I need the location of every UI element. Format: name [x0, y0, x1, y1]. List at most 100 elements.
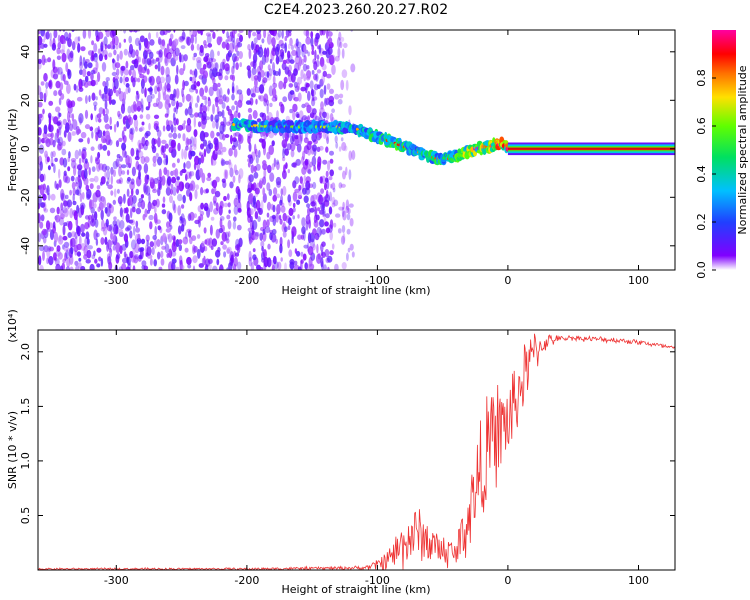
noise-dot — [183, 80, 189, 87]
noise-dot — [155, 31, 159, 38]
noise-dot — [281, 30, 284, 39]
noise-dot — [84, 75, 89, 83]
noise-dot — [43, 208, 49, 213]
noise-dot — [215, 176, 220, 183]
noise-dot — [157, 61, 161, 72]
noise-dot — [161, 139, 167, 145]
noise-dot — [338, 182, 343, 189]
noise-dot — [123, 75, 126, 86]
noise-dot — [117, 228, 124, 235]
noise-dot — [146, 174, 150, 180]
noise-dot — [50, 193, 56, 201]
noise-dot — [329, 24, 332, 28]
noise-dot — [203, 40, 207, 46]
noise-dot — [80, 265, 86, 270]
noise-dot — [345, 79, 349, 91]
noise-dot — [175, 88, 180, 99]
noise-dot — [75, 182, 79, 187]
noise-dot — [281, 139, 288, 149]
noise-dot — [50, 151, 54, 159]
noise-dot — [62, 224, 66, 236]
noise-dot — [125, 207, 129, 214]
noise-dot — [157, 101, 163, 109]
noise-dot — [135, 220, 139, 228]
noise-dot — [170, 188, 174, 195]
noise-dot — [280, 103, 285, 114]
noise-dot — [290, 44, 294, 51]
noise-dot — [152, 162, 157, 167]
noise-dot — [180, 45, 186, 50]
noise-dot — [250, 164, 255, 174]
noise-dot — [132, 247, 136, 259]
noise-dot — [261, 112, 267, 121]
noise-dot — [224, 75, 229, 81]
noise-dot — [262, 228, 266, 235]
noise-dot — [102, 108, 106, 116]
noise-dot — [208, 142, 214, 150]
noise-dot — [315, 32, 320, 40]
noise-dot — [86, 238, 90, 245]
noise-dot — [96, 232, 100, 238]
noise-dot — [164, 143, 169, 149]
noise-dot — [204, 85, 208, 93]
noise-dot — [281, 51, 285, 60]
noise-dot — [284, 130, 289, 142]
noise-dot — [174, 47, 180, 57]
noise-dot — [134, 37, 141, 47]
noise-dot — [285, 162, 288, 170]
noise-dot — [135, 227, 141, 233]
noise-dot — [263, 93, 269, 103]
noise-dot — [218, 98, 224, 105]
noise-dot — [292, 103, 298, 113]
noise-dot — [210, 58, 217, 63]
noise-dot — [211, 238, 218, 247]
noise-dot — [190, 180, 196, 192]
noise-dot — [326, 73, 332, 79]
noise-dot — [218, 68, 223, 77]
noise-dot — [320, 188, 325, 194]
noise-dot — [219, 216, 225, 221]
noise-dot — [217, 82, 221, 88]
noise-dot — [321, 228, 326, 235]
noise-dot — [72, 193, 75, 203]
noise-dot — [268, 68, 273, 77]
noise-dot — [54, 258, 60, 266]
noise-dot — [341, 206, 345, 218]
noise-dot — [199, 210, 205, 216]
noise-dot — [108, 248, 113, 253]
noise-dot — [262, 187, 266, 196]
x-tick-label: 0 — [504, 274, 511, 287]
noise-dot — [227, 109, 233, 116]
noise-dot — [136, 30, 141, 32]
noise-dot — [50, 156, 54, 167]
noise-dot — [176, 64, 179, 75]
noise-dot — [252, 86, 257, 95]
noise-dot — [193, 80, 197, 91]
noise-dot — [43, 72, 48, 82]
noise-dot — [90, 155, 93, 164]
snr-series-line — [38, 333, 675, 570]
noise-dot — [86, 188, 92, 199]
noise-dot — [195, 184, 199, 190]
noise-dot — [130, 219, 136, 226]
noise-dot — [57, 120, 63, 130]
noise-dot — [80, 46, 86, 52]
noise-dot — [196, 95, 200, 103]
noise-dot — [276, 110, 279, 120]
noise-dot — [54, 132, 58, 143]
noise-dot — [217, 141, 223, 151]
noise-dot — [100, 237, 105, 245]
noise-dot — [144, 156, 150, 164]
noise-dot — [118, 163, 123, 169]
noise-dot — [45, 81, 49, 89]
noise-dot — [290, 149, 295, 158]
noise-dot — [143, 163, 149, 174]
noise-dot — [340, 79, 345, 91]
noise-dot — [342, 201, 345, 210]
noise-dot — [84, 109, 89, 119]
noise-dot — [43, 201, 47, 212]
noise-dot — [145, 130, 151, 137]
noise-dot — [216, 258, 220, 266]
bottom-y-ticks: 0.5 1.0 1.5 2.0 — [19, 343, 675, 524]
noise-dot — [251, 67, 257, 75]
